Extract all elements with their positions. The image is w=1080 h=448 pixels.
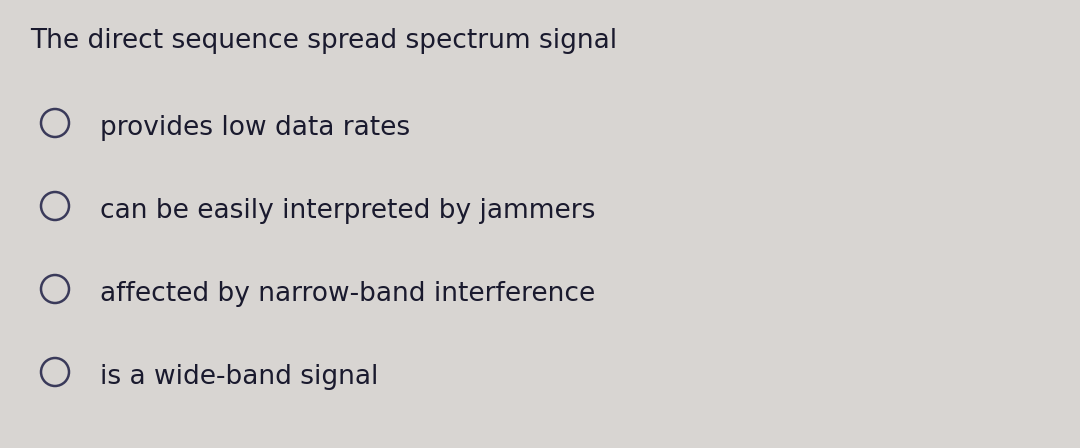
Text: affected by narrow-band interference: affected by narrow-band interference: [100, 281, 595, 307]
Text: is a wide-band signal: is a wide-band signal: [100, 364, 378, 390]
Circle shape: [41, 358, 69, 386]
Circle shape: [41, 192, 69, 220]
Text: can be easily interpreted by jammers: can be easily interpreted by jammers: [100, 198, 595, 224]
Circle shape: [41, 275, 69, 303]
Circle shape: [41, 109, 69, 137]
Text: provides low data rates: provides low data rates: [100, 115, 410, 141]
Text: The direct sequence spread spectrum signal: The direct sequence spread spectrum sign…: [30, 28, 617, 54]
